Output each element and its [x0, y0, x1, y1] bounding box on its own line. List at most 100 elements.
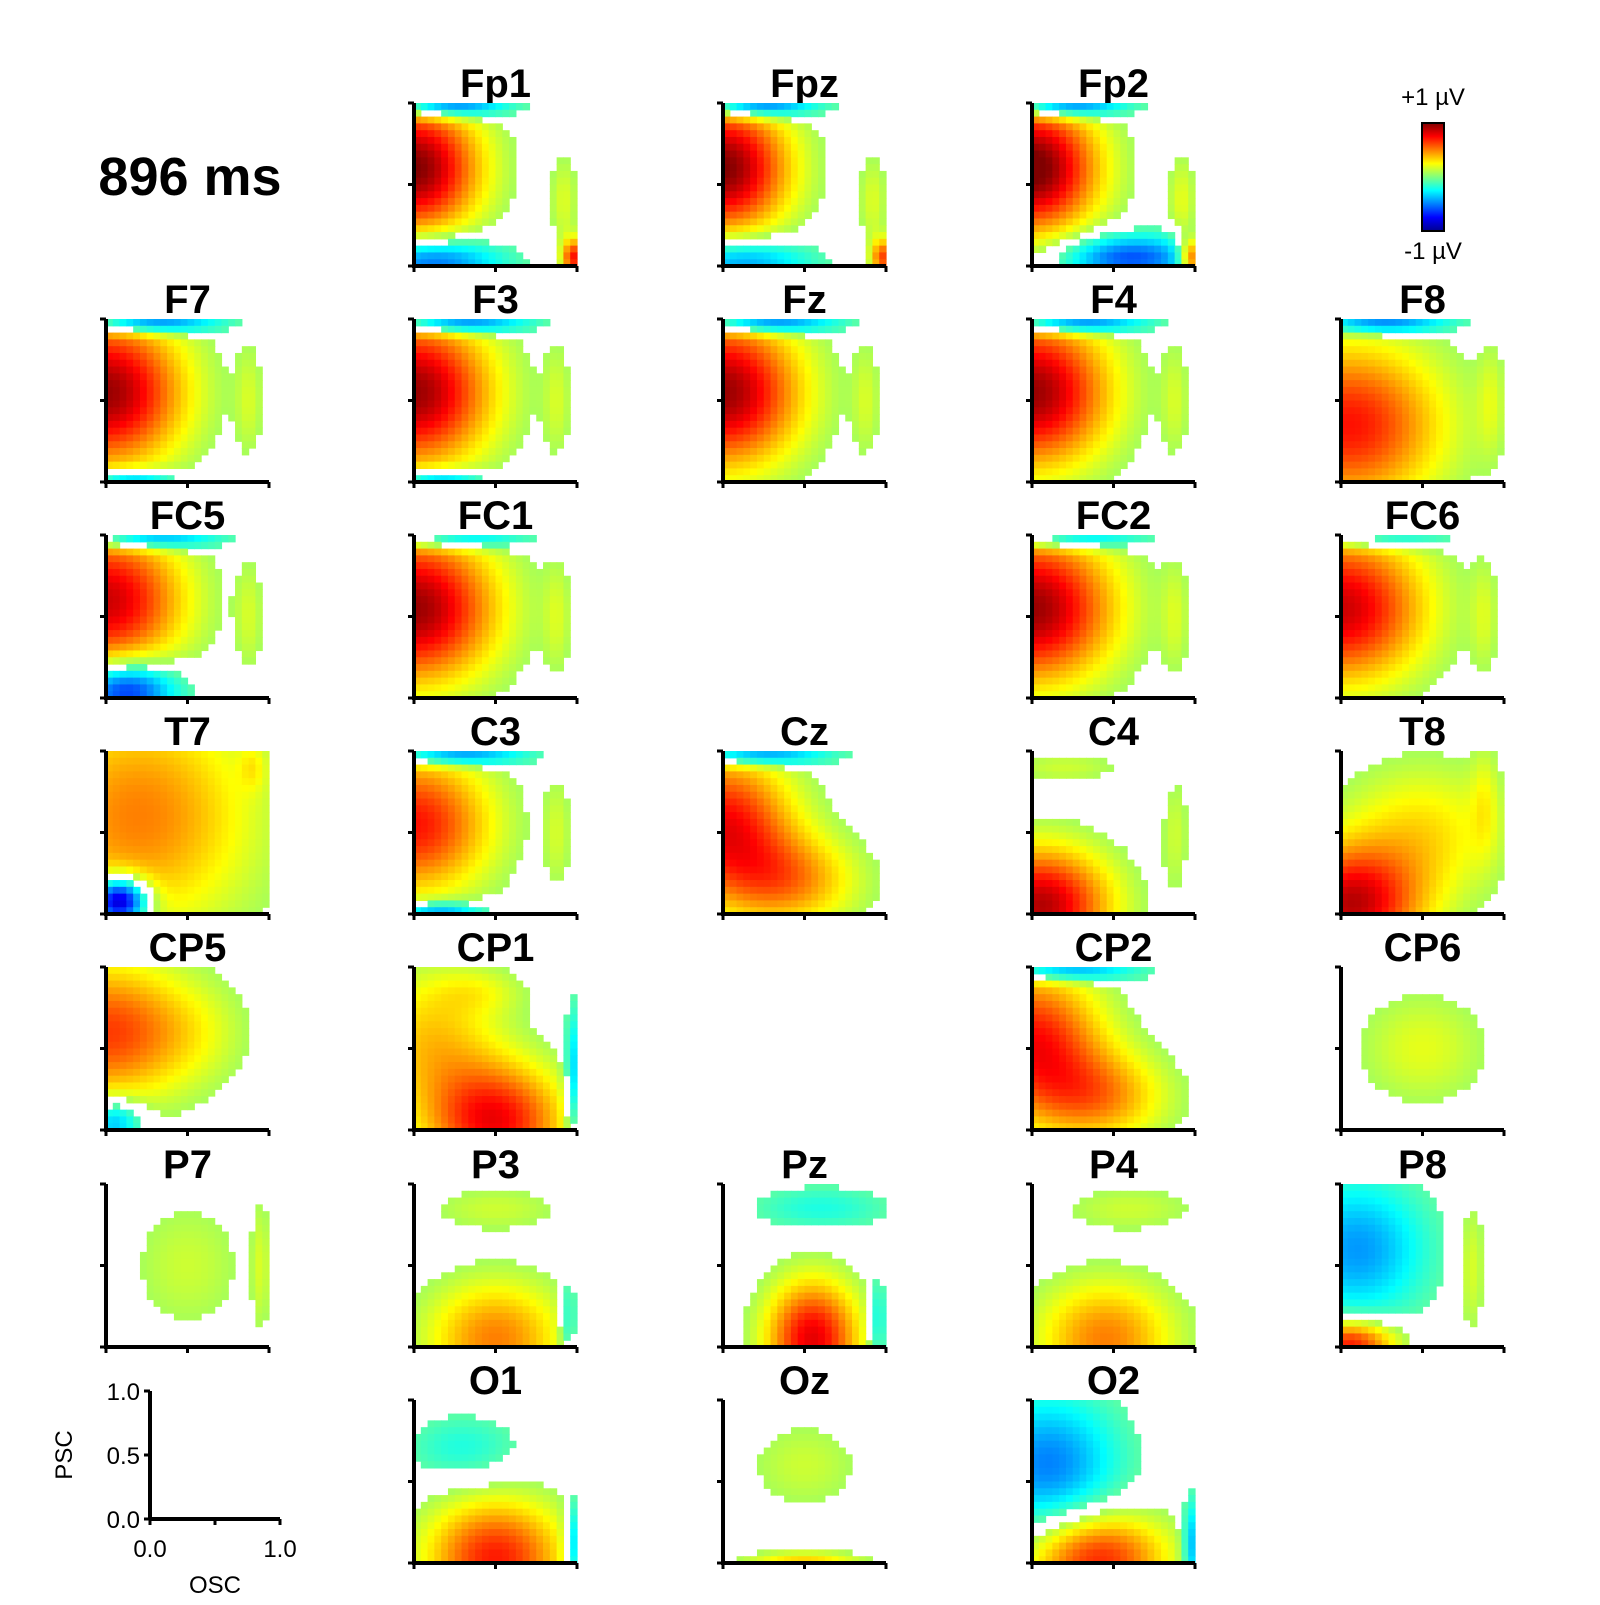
- heatmap-cell: [1409, 434, 1416, 441]
- heatmap-cell: [448, 576, 455, 583]
- heatmap-cell: [1093, 401, 1100, 408]
- heatmap-cell: [482, 246, 489, 253]
- heatmap-cell: [1348, 576, 1355, 583]
- heatmap-cell: [1382, 421, 1389, 428]
- heatmap-cell: [1127, 664, 1134, 671]
- heatmap-cell: [764, 326, 771, 333]
- heatmap-cell: [1107, 110, 1114, 117]
- heatmap-cell: [777, 137, 784, 144]
- heatmap-cell: [1086, 373, 1093, 380]
- heatmap-cell: [194, 434, 201, 441]
- heatmap-cell: [194, 414, 201, 421]
- heatmap-cell: [1348, 387, 1355, 394]
- heatmap-cell: [249, 346, 256, 353]
- heatmap-cell: [1361, 583, 1368, 590]
- heatmap-cell: [1355, 617, 1362, 624]
- heatmap-cell: [1134, 657, 1141, 664]
- heatmap-cell: [557, 441, 564, 448]
- heatmap-cell: [1046, 339, 1053, 346]
- heatmap-cell: [879, 239, 886, 246]
- heatmap-cell: [174, 394, 181, 401]
- heatmap-cell: [1120, 657, 1127, 664]
- heatmap-cell: [859, 428, 866, 435]
- heatmap-cell: [1100, 198, 1107, 205]
- heatmap-cell: [509, 637, 516, 644]
- heatmap-cell: [1080, 684, 1087, 691]
- heatmap-cell: [160, 455, 167, 462]
- heatmap-cell: [1490, 367, 1497, 374]
- heatmap-cell: [133, 401, 140, 408]
- heatmap-cell: [1059, 569, 1066, 576]
- heatmap-cell: [798, 246, 805, 253]
- heatmap-cell: [1052, 353, 1059, 360]
- heatmap-cell: [255, 630, 262, 637]
- heatmap-cell: [201, 367, 208, 374]
- heatmap-cell: [428, 246, 435, 253]
- heatmap-cell: [1175, 367, 1182, 374]
- heatmap-cell: [140, 373, 147, 380]
- heatmap-cell: [434, 617, 441, 624]
- heatmap-cell: [730, 360, 737, 367]
- heatmap-cell: [859, 353, 866, 360]
- heatmap-cell: [1416, 380, 1423, 387]
- heatmap-cell: [1039, 462, 1046, 469]
- heatmap-cell: [811, 137, 818, 144]
- heatmap-cell: [201, 421, 208, 428]
- heatmap-cell: [791, 252, 798, 259]
- heatmap-cell: [1100, 623, 1107, 630]
- heatmap-cell: [757, 373, 764, 380]
- heatmap-cell: [859, 441, 866, 448]
- heatmap-cell: [133, 346, 140, 353]
- heatmap-cell: [1134, 644, 1141, 651]
- heatmap-cell: [516, 387, 523, 394]
- heatmap-cell: [563, 205, 570, 212]
- heatmap-cell: [126, 657, 133, 664]
- heatmap-cell: [757, 455, 764, 462]
- heatmap-cell: [1120, 394, 1127, 401]
- heatmap-cell: [1107, 326, 1114, 333]
- heatmap-cell: [1080, 664, 1087, 671]
- heatmap-cell: [1348, 455, 1355, 462]
- heatmap-cell: [750, 157, 757, 164]
- heatmap-cell: [421, 576, 428, 583]
- heatmap-cell: [1134, 387, 1141, 394]
- heatmap-cell: [832, 373, 839, 380]
- heatmap-cell: [502, 434, 509, 441]
- heatmap-cell: [428, 178, 435, 185]
- heatmap-cell: [1168, 657, 1175, 664]
- heatmap-cell: [1080, 218, 1087, 225]
- heatmap-cell: [421, 637, 428, 644]
- heatmap-cell: [1175, 414, 1182, 421]
- heatmap-cell: [1086, 185, 1093, 192]
- heatmap-cell: [489, 637, 496, 644]
- heatmap-cell: [784, 151, 791, 158]
- heatmap-cell: [1416, 462, 1423, 469]
- heatmap-cell: [455, 333, 462, 340]
- heatmap-cell: [1161, 562, 1168, 569]
- heatmap-cell: [1168, 232, 1175, 239]
- heatmap-cell: [1059, 218, 1066, 225]
- heatmap-cell: [811, 198, 818, 205]
- heatmap-cell: [798, 333, 805, 340]
- heatmap-cell: [1107, 239, 1114, 246]
- heatmap-cell: [1066, 623, 1073, 630]
- heatmap-cell: [1086, 103, 1093, 110]
- heatmap-cell: [730, 218, 737, 225]
- heatmap-cell: [798, 151, 805, 158]
- heatmap-cell: [1375, 462, 1382, 469]
- heatmap-cell: [1114, 414, 1121, 421]
- heatmap-cell: [468, 191, 475, 198]
- heatmap-cell: [160, 421, 167, 428]
- heatmap-cell: [1114, 353, 1121, 360]
- heatmap-cell: [543, 617, 550, 624]
- heatmap-cell: [421, 562, 428, 569]
- heatmap-cell: [455, 191, 462, 198]
- heatmap-cell: [750, 394, 757, 401]
- heatmap-cell: [201, 414, 208, 421]
- heatmap-cell: [1134, 617, 1141, 624]
- heatmap-cell: [468, 144, 475, 151]
- heatmap-cell: [1175, 664, 1182, 671]
- heatmap-cell: [1052, 576, 1059, 583]
- heatmap-cell: [516, 664, 523, 671]
- heatmap-cell: [509, 650, 516, 657]
